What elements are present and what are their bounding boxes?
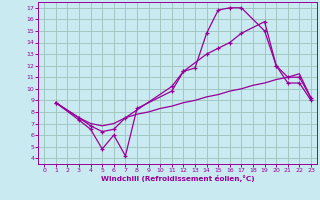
X-axis label: Windchill (Refroidissement éolien,°C): Windchill (Refroidissement éolien,°C) — [101, 175, 254, 182]
